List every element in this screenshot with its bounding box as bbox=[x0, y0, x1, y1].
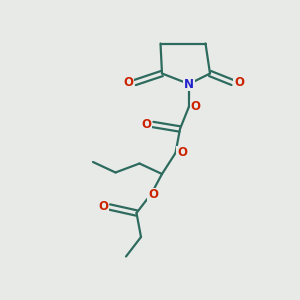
Text: O: O bbox=[141, 118, 152, 131]
Text: O: O bbox=[177, 146, 187, 160]
Text: O: O bbox=[234, 76, 244, 89]
Text: O: O bbox=[123, 76, 134, 89]
Text: N: N bbox=[184, 77, 194, 91]
Text: O: O bbox=[148, 188, 158, 202]
Text: O: O bbox=[98, 200, 108, 214]
Text: O: O bbox=[190, 100, 201, 113]
